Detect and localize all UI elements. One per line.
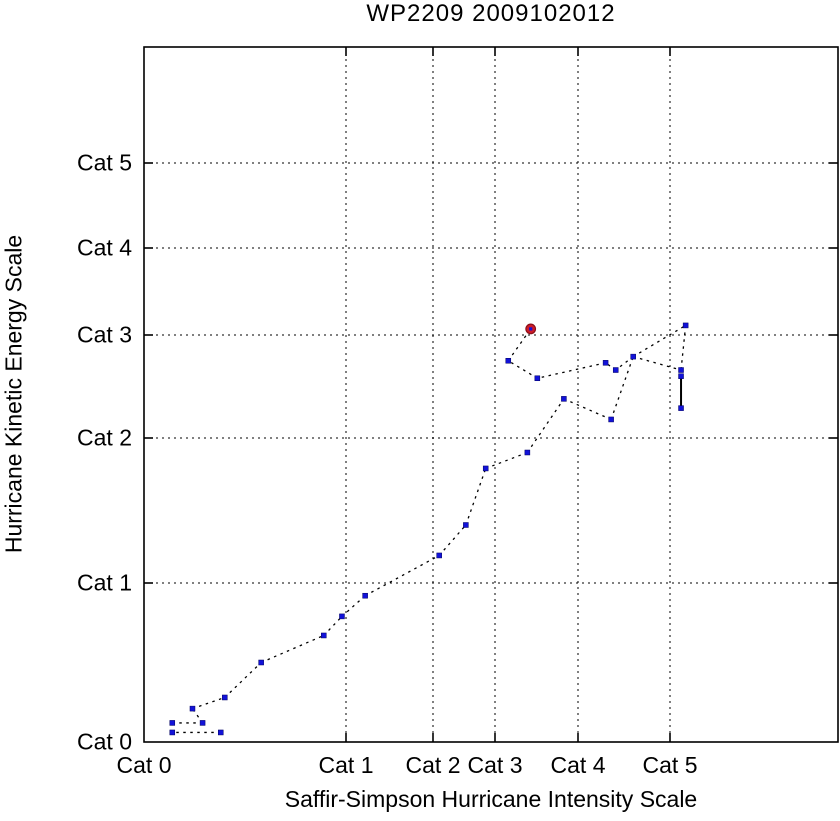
x-tick-label: Cat 4: [550, 752, 606, 778]
y-tick-label: Cat 3: [77, 321, 132, 348]
y-tick-label: Cat 4: [77, 234, 132, 261]
track-point-marker: [505, 358, 512, 364]
track-point-marker: [169, 720, 176, 726]
track-segment: [537, 362, 606, 379]
track-point-marker: [321, 632, 327, 639]
track-segment: [680, 325, 687, 371]
track-segment: [364, 554, 440, 597]
track-point-marker: [630, 353, 636, 360]
track-point-marker: [678, 405, 684, 411]
track-point-marker: [678, 367, 684, 373]
track-point-marker: [339, 613, 345, 620]
track-point-marker: [169, 729, 176, 736]
x-tick-label: Cat 5: [642, 752, 698, 778]
x-tick-label: Cat 1: [318, 752, 374, 778]
track-point-marker: [534, 375, 541, 382]
track-segment: [341, 595, 366, 617]
track-segment: [485, 451, 528, 470]
track-point-marker: [482, 465, 489, 472]
track-segment: [563, 398, 612, 421]
y-tick-label: Cat 1: [77, 569, 132, 596]
track-segment: [224, 662, 262, 698]
track-segment: [260, 634, 325, 664]
track-segment: [465, 468, 487, 526]
track-point-marker: [608, 416, 614, 423]
track-segment: [438, 524, 467, 556]
track-point-marker: [602, 360, 609, 366]
track-segment: [192, 696, 226, 710]
track-point-marker: [189, 705, 196, 712]
y-tick-label: Cat 0: [77, 728, 132, 755]
chart-title: WP2209 2009102012: [366, 0, 616, 27]
track-point-marker: [362, 592, 368, 599]
track-segment: [632, 324, 686, 358]
track-point-marker: [258, 659, 264, 666]
x-tick-label: Cat 3: [467, 752, 523, 778]
y-tick-label: Cat 2: [77, 424, 132, 451]
track-segment: [507, 360, 538, 379]
track-segment: [526, 398, 565, 453]
track-point-marker: [561, 396, 567, 402]
track-point-marker: [199, 720, 206, 726]
track-point-marker: [678, 373, 684, 379]
track-point-marker: [524, 449, 531, 456]
y-tick-label: Cat 5: [77, 149, 132, 176]
track-segment: [507, 328, 532, 362]
track-segment: [633, 356, 682, 371]
track-point-marker: [682, 322, 689, 329]
plot-border: [143, 46, 839, 743]
track-segment: [610, 356, 634, 420]
track-point-marker: [612, 367, 619, 373]
track-point-marker: [222, 694, 228, 701]
x-axis-label: Saffir-Simpson Hurricane Intensity Scale: [284, 786, 698, 812]
track-point-marker: [218, 729, 224, 736]
track-point-marker: [463, 522, 469, 528]
current-position-center-dot: [529, 327, 533, 331]
track-point-marker: [436, 552, 442, 559]
track-segment: [323, 615, 343, 636]
x-tick-label: Cat 2: [405, 752, 461, 778]
x-tick-label: Cat 0: [116, 752, 172, 778]
